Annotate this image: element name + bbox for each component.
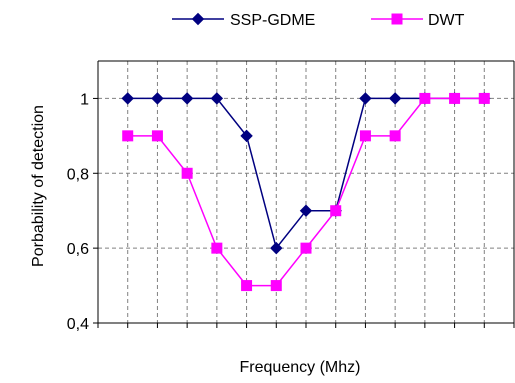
x-axis-title: Frequency (Mhz) [240,359,361,376]
legend-marker-dwt [391,13,403,25]
y-tick-labels: 0,4 0,6 0,8 1 [67,91,89,333]
data-point-dwt [389,130,401,142]
series-layer [121,92,491,292]
y-tick-label: 0,6 [67,241,89,258]
legend-label-ssp-gdme: SSP-GDME [230,12,315,29]
axes [93,60,515,328]
y-tick-label: 1 [80,91,89,108]
data-point-ssp-gdme [299,204,313,217]
data-point-dwt [151,130,163,142]
series-dwt [122,92,490,292]
data-point-ssp-gdme [240,129,253,143]
data-point-ssp-gdme [210,92,224,105]
legend-item-dwt: DWT [371,12,465,29]
data-point-dwt [122,130,134,142]
legend: SSP-GDME DWT [172,12,465,29]
data-point-ssp-gdme [359,92,372,105]
data-point-ssp-gdme [388,92,402,105]
data-point-dwt [241,280,253,292]
data-point-ssp-gdme [121,92,134,105]
data-point-dwt [300,242,312,254]
data-point-dwt [419,92,431,104]
data-point-dwt [330,205,342,217]
data-point-ssp-gdme [151,92,164,105]
y-tick-label: 0,4 [67,316,89,333]
data-point-dwt [181,167,193,179]
data-point-dwt [211,242,223,254]
data-point-dwt [359,130,371,142]
data-point-dwt [449,92,461,104]
legend-marker-ssp-gdme [191,12,205,26]
data-point-ssp-gdme [180,92,194,105]
y-axis-title: Porbability of detection [30,105,47,267]
legend-item-ssp-gdme: SSP-GDME [172,12,315,29]
legend-label-dwt: DWT [428,12,465,29]
data-point-dwt [270,280,282,292]
y-tick-label: 0,8 [67,166,89,183]
data-point-dwt [478,92,490,104]
data-point-ssp-gdme [270,241,283,255]
